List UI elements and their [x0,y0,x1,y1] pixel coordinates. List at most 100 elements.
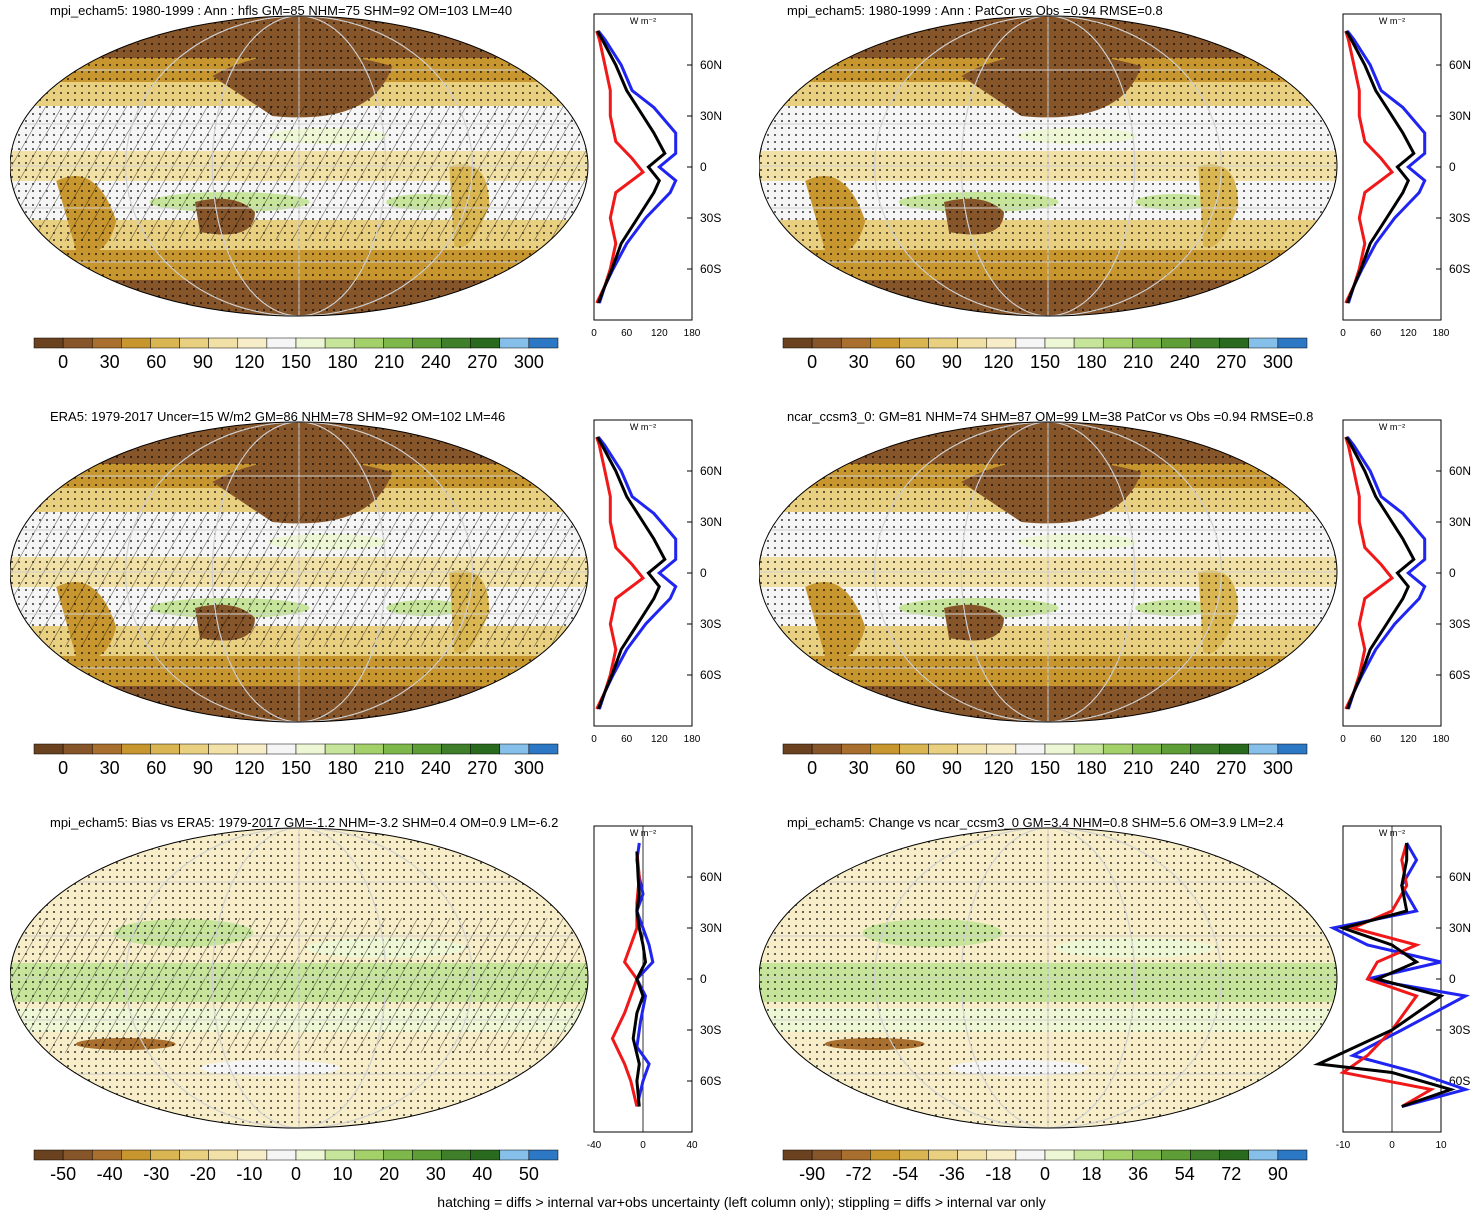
colorbar-label: 180 [1077,352,1107,372]
profile-lat-tick: 30N [700,515,722,529]
profile-lat-tick: 0 [700,972,707,986]
zonal-profile: 0 60 120 180 60N 30N 0 30S 60S W m⁻² [591,419,722,745]
colorbar-label: 60 [895,352,915,372]
colorbar-label: -50 [50,1164,76,1184]
profile-lat-tick: 30N [1449,515,1471,529]
colorbar-label: 20 [379,1164,399,1184]
colorbar-label: 270 [467,352,497,372]
profile-x-tick: -10 [1336,1140,1351,1151]
profile-series-1 [595,30,646,304]
panel-3: ERA5: 1979-2017 Uncer=15 W/m2 GM=86 NHM=… [10,406,730,786]
panel-5: mpi_echam5: Bias vs ERA5: 1979-2017 GM=-… [10,812,730,1192]
colorbar-label: -36 [939,1164,965,1184]
profile-x-tick: 180 [1433,734,1450,745]
colorbar-label: 30 [849,758,869,778]
profile-lat-tick: 30N [1449,921,1471,935]
profile-series-1 [1344,30,1395,304]
profile-lat-tick: 30N [700,921,722,935]
colorbar-label: 40 [472,1164,492,1184]
profile-lat-tick: 30S [700,211,721,225]
world-map [759,828,1337,1128]
profile-x-tick: 0 [591,734,597,745]
colorbar-label: 180 [1077,758,1107,778]
colorbar-label: 210 [374,352,404,372]
panel-title: mpi_echam5: 1980-1999 : Ann : hfls GM=85… [50,3,513,18]
colorbar-label: -72 [846,1164,872,1184]
colorbar-label: 210 [1123,758,1153,778]
colorbar-label: 0 [807,352,817,372]
colorbar-label: 0 [291,1164,301,1184]
colorbar-label: 54 [1175,1164,1195,1184]
colorbar-label: 150 [281,352,311,372]
profile-x-tick: 180 [1433,328,1450,339]
profile-lat-tick: 30N [700,109,722,123]
panel-4: ncar_ccsm3_0: GM=81 NHM=74 SHM=87 OM=99 … [759,406,1479,786]
colorbar-label: 180 [328,758,358,778]
colorbar-label: 300 [514,352,544,372]
profile-series-0 [1346,436,1427,710]
colorbar-label: 10 [333,1164,353,1184]
colorbar-label: 270 [1216,352,1246,372]
colorbar-label: 0 [1040,1164,1050,1184]
profile-x-tick: 60 [1370,734,1382,745]
profile-unit: W m⁻² [1379,422,1405,432]
colorbar-label: 240 [1170,352,1200,372]
profile-lat-tick: 60N [700,464,722,478]
zonal-profile: 0 60 120 180 60N 30N 0 30S 60S W m⁻² [591,13,722,339]
colorbar-label: 36 [1128,1164,1148,1184]
colorbar-label: 210 [374,758,404,778]
profile-series-1 [595,436,646,710]
colorbar-label: 18 [1082,1164,1102,1184]
profile-x-tick: 180 [684,734,701,745]
world-map [10,422,588,722]
colorbar-label: 90 [1268,1164,1288,1184]
panel-title: ncar_ccsm3_0: GM=81 NHM=74 SHM=87 OM=99 … [787,409,1314,424]
colorbar-label: 150 [1030,758,1060,778]
profile-lat-tick: 60S [1449,668,1470,682]
colorbar-label: 120 [234,352,264,372]
profile-lat-tick: 30S [1449,211,1470,225]
colorbar-label: 240 [1170,758,1200,778]
profile-series-0 [597,436,678,710]
panel-graphics: -50 -40 -30 -20 -10 0 10 20 30 40 50 -40 0 40 60N 30N 0 3… [10,825,722,1184]
colorbar-label: 30 [100,352,120,372]
colorbar-label: -30 [143,1164,169,1184]
colorbar-label: -54 [892,1164,918,1184]
panel-graphics: 0 30 60 90 120 150 180 210 240 270 300 0 60 120 180 60N… [10,13,722,372]
profile-lat-tick: 60N [700,58,722,72]
colorbar-label: 150 [1030,352,1060,372]
colorbar-label: 0 [807,758,817,778]
profile-series-1 [1339,842,1436,1108]
profile-series-2 [1345,30,1416,304]
colorbar: 0 30 60 90 120 150 180 210 240 270 300 [33,743,559,778]
profile-x-tick: 120 [1400,328,1417,339]
colorbar-label: 90 [193,352,213,372]
colorbar-label: 60 [146,758,166,778]
colorbar-label: 180 [328,352,358,372]
colorbar-label: 0 [58,758,68,778]
profile-series-2 [631,851,648,1107]
world-map [10,828,588,1128]
colorbar-label: 90 [942,758,962,778]
colorbar-label: -10 [236,1164,262,1184]
colorbar-label: 30 [426,1164,446,1184]
profile-x-tick: 180 [684,328,701,339]
colorbar-label: 90 [942,352,962,372]
colorbar-label: 30 [849,352,869,372]
profile-series-1 [1344,436,1395,710]
profile-lat-tick: 30N [1449,109,1471,123]
panel-1: mpi_echam5: 1980-1999 : Ann : hfls GM=85… [10,0,730,380]
world-map [759,16,1337,316]
colorbar-label: -20 [190,1164,216,1184]
profile-unit: W m⁻² [630,16,656,26]
colorbar-label: -18 [985,1164,1011,1184]
profile-lat-tick: 0 [1449,566,1456,580]
colorbar-label: 72 [1221,1164,1241,1184]
profile-x-tick: 0 [640,1140,646,1151]
panel-title: mpi_echam5: 1980-1999 : Ann : PatCor vs … [787,3,1163,18]
profile-x-tick: 0 [1340,734,1346,745]
panel-title: mpi_echam5: Bias vs ERA5: 1979-2017 GM=-… [50,815,559,830]
colorbar-label: 120 [983,758,1013,778]
colorbar-label: 120 [234,758,264,778]
